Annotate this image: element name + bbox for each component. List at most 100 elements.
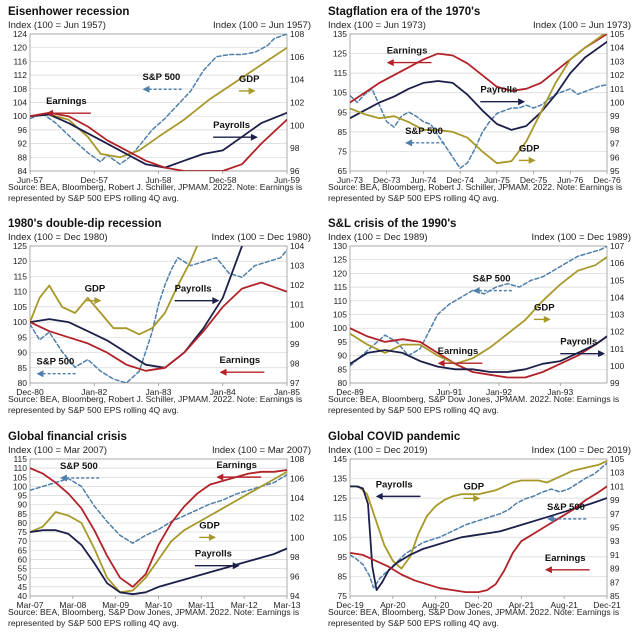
left-tick-label: 124 — [13, 29, 27, 39]
left-tick-label: 95 — [18, 332, 28, 342]
series-label-earnings: Earnings — [46, 96, 87, 107]
left-tick-label: 90 — [18, 500, 28, 510]
series-line-gdp — [30, 246, 199, 336]
left-tick-label: 110 — [333, 296, 347, 306]
chart-panel-6: Global COVID pandemic Index (100 = Dec 20… — [320, 425, 640, 637]
series-label-earnings: Earnings — [545, 553, 586, 564]
right-tick-label: 87 — [610, 577, 620, 587]
left-tick-label: 120 — [333, 268, 347, 278]
left-tick-label: 105 — [13, 472, 27, 482]
series-label-sp-500: S&P 500 — [547, 502, 585, 513]
x-tick-label: Jun-91 — [436, 387, 462, 397]
arrow-left-icon — [547, 515, 555, 523]
right-tick-label: 98 — [290, 358, 300, 368]
right-tick-label: 104 — [290, 75, 304, 85]
series-line-earnings — [30, 467, 287, 588]
right-tick-label: 100 — [610, 98, 624, 108]
right-tick-label: 91 — [610, 550, 620, 560]
series-group — [30, 246, 287, 383]
series-line-earnings — [30, 111, 287, 171]
left-tick-label: 96 — [18, 125, 28, 135]
series-label-payrolls: Payrolls — [195, 549, 232, 560]
series-label-gdp: GDP — [199, 520, 220, 531]
series-line-sp-500 — [30, 249, 287, 383]
series-label-earnings: Earnings — [438, 346, 479, 357]
chart-panel-2: Stagflation era of the 1970's Index (100 … — [320, 0, 640, 212]
arrow-left-icon — [405, 139, 413, 147]
x-tick-label: Jan-93 — [547, 387, 573, 397]
left-tick-label: 85 — [338, 364, 348, 374]
series-group — [30, 467, 287, 596]
chart-panel-3: 1980's double-dip recession Index (100 = … — [0, 212, 320, 424]
left-axis-label: Index (100 = Dec 1980) — [8, 232, 108, 243]
series-line-payrolls — [350, 485, 607, 592]
right-tick-label: 105 — [610, 275, 624, 285]
right-tick-label: 85 — [610, 591, 620, 601]
source-note: represented by S&P 500 EPS rolling 4Q av… — [328, 618, 499, 628]
x-tick-label: Mar-10 — [145, 600, 172, 610]
left-tick-label: 100 — [333, 323, 347, 333]
left-tick-label: 90 — [18, 348, 28, 358]
left-tick-label: 60 — [18, 554, 28, 564]
left-tick-label: 115 — [333, 513, 347, 523]
chart-title: S&L crisis of the 1990's — [328, 218, 456, 230]
series-group — [30, 34, 287, 171]
left-tick-label: 125 — [333, 255, 347, 265]
left-tick-label: 125 — [13, 241, 27, 251]
plot-frame — [29, 458, 288, 597]
right-tick-label: 99 — [610, 378, 620, 388]
left-tick-label: 85 — [18, 509, 28, 519]
series-line-sp-500 — [350, 83, 607, 170]
right-tick-label: 100 — [290, 120, 304, 130]
series-group — [350, 460, 607, 594]
x-tick-label: Jan-85 — [274, 387, 300, 397]
series-label-gdp: GDP — [85, 284, 106, 295]
right-tick-label: 105 — [610, 454, 624, 464]
series-label-payrolls: Payrolls — [213, 120, 250, 131]
right-tick-label: 102 — [610, 70, 624, 80]
arrow-right-icon — [94, 297, 102, 305]
x-tick-label: Mar-09 — [102, 600, 129, 610]
x-tick-label: Jun-76 — [557, 175, 583, 185]
right-tick-label: 106 — [290, 52, 304, 62]
x-tick-label: Dec-80 — [16, 387, 44, 397]
series-line-earnings — [350, 485, 607, 594]
left-tick-label: 80 — [18, 518, 28, 528]
right-tick-label: 99 — [290, 339, 300, 349]
x-tick-label: Dec-57 — [81, 175, 109, 185]
x-tick-label: Dec-19 — [336, 600, 364, 610]
right-tick-label: 101 — [290, 300, 304, 310]
x-tick-label: Jun-58 — [146, 175, 172, 185]
left-tick-label: 105 — [333, 310, 347, 320]
chart-title: Eisenhower recession — [8, 6, 129, 18]
right-tick-label: 93 — [610, 536, 620, 546]
chart-svg: 1980's double-dip recession Index (100 = … — [8, 218, 311, 415]
arrow-left-icon — [386, 59, 394, 67]
right-tick-label: 97 — [290, 378, 300, 388]
left-tick-label: 65 — [18, 545, 28, 555]
right-tick-label: 102 — [610, 327, 624, 337]
x-tick-label: Mar-13 — [274, 600, 301, 610]
arrow-left-icon — [36, 370, 44, 378]
x-tick-label: Dec-89 — [336, 387, 364, 397]
left-tick-label: 115 — [13, 454, 27, 464]
source-note: represented by S&P 500 EPS rolling 4Q av… — [8, 193, 179, 203]
left-tick-label: 108 — [13, 84, 27, 94]
x-tick-label: Dec-73 — [373, 175, 401, 185]
left-axis-label: Index (100 = Dec 2019) — [328, 445, 428, 456]
series-label-sp-500: S&P 500 — [473, 274, 511, 285]
right-tick-label: 99 — [610, 111, 620, 121]
x-tick-label: Aug-21 — [550, 600, 578, 610]
chart-svg: S&L crisis of the 1990's Index (100 = Dec… — [328, 218, 631, 415]
left-tick-label: 105 — [333, 532, 347, 542]
left-tick-label: 85 — [338, 127, 348, 137]
series-label-sp-500: S&P 500 — [60, 461, 98, 472]
left-tick-label: 125 — [333, 49, 347, 59]
x-tick-label: Dec-20 — [465, 600, 493, 610]
chart-title: Global COVID pandemic — [328, 431, 461, 443]
left-tick-label: 84 — [18, 166, 28, 176]
left-tick-label: 75 — [338, 146, 348, 156]
arrow-left-icon — [59, 474, 67, 482]
right-tick-label: 103 — [610, 56, 624, 66]
